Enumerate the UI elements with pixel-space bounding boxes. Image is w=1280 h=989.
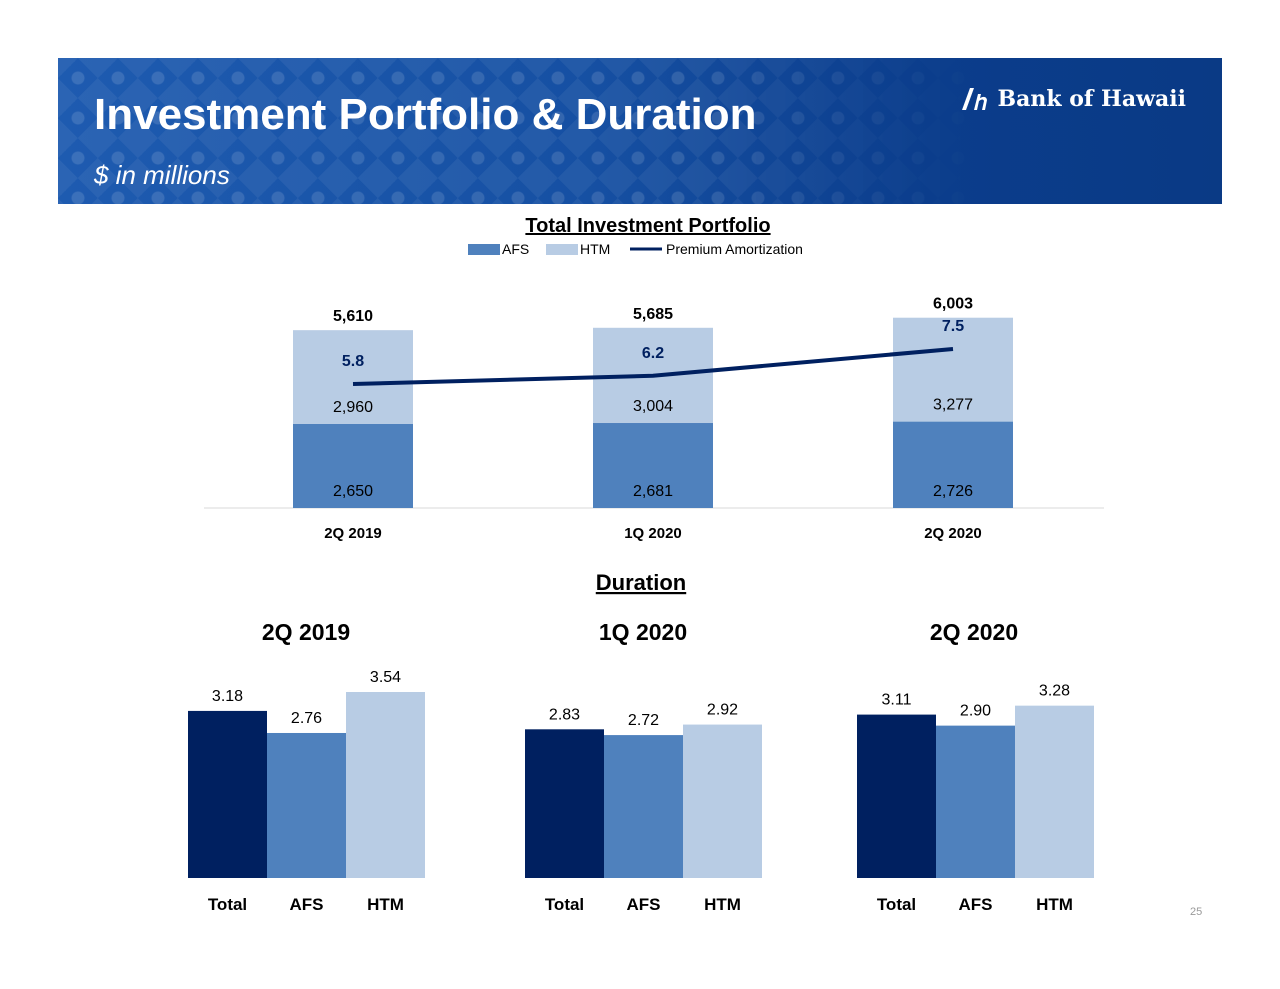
afs-duration-bar [267, 732, 346, 878]
duration-groups: 2Q 2019 3.18 Total 2.76 AFS 3.54 HTM 1Q 2020 2.8… [188, 619, 1094, 914]
portfolio-chart: Total Investment Portfolio AFS HTM Premi… [204, 215, 1104, 542]
duration-value-label: 3.54 [370, 669, 401, 686]
page-number: 25 [1190, 906, 1203, 918]
duration-value-label: 3.18 [212, 688, 243, 705]
duration-group: 2Q 2020 3.11 Total 2.90 AFS 3.28 HTM [857, 619, 1094, 914]
legend-afs-label: AFS [502, 241, 529, 257]
afs-duration-bar [936, 725, 1015, 878]
legend-premium-label: Premium Amortization [666, 241, 803, 257]
page-subtitle: $ in millions [94, 160, 230, 190]
afs-duration-bar [604, 735, 683, 878]
duration-category-label: HTM [367, 895, 404, 914]
premium-amortization-line [352, 346, 954, 386]
premium-amortization-label: 7.5 [942, 318, 964, 335]
legend-afs-swatch [468, 244, 500, 255]
duration-category-label: AFS [959, 895, 993, 914]
duration-category-label: Total [208, 895, 247, 914]
duration-category-label: HTM [704, 895, 741, 914]
htm-duration-bar [346, 692, 425, 878]
duration-category-label: AFS [627, 895, 661, 914]
afs-value-label: 2,681 [633, 483, 673, 500]
premium-amortization-label: 5.8 [342, 353, 364, 370]
portfolio-bars: 2,650 2,960 5,610 2Q 2019 2,681 3,004 5,685 1Q … [293, 296, 1013, 542]
total-duration-bar [188, 710, 267, 878]
duration-value-label: 2.90 [960, 703, 991, 720]
category-label: 1Q 2020 [624, 525, 682, 542]
duration-value-label: 3.11 [882, 692, 912, 709]
afs-value-label: 2,650 [333, 483, 373, 500]
afs-value-label: 2,726 [933, 483, 973, 500]
total-value-label: 5,685 [633, 306, 673, 323]
legend-htm-label: HTM [580, 241, 610, 257]
total-duration-bar [857, 714, 936, 878]
duration-group-title: 2Q 2019 [262, 619, 350, 645]
duration-category-label: Total [545, 895, 584, 914]
page-title: Investment Portfolio & Duration [94, 90, 757, 139]
premium-amortization-label: 6.2 [642, 345, 664, 362]
duration-value-label: 2.92 [707, 702, 738, 719]
htm-value-label: 2,960 [333, 399, 373, 416]
duration-group-title: 1Q 2020 [599, 619, 687, 645]
category-label: 2Q 2019 [324, 525, 382, 542]
htm-value-label: 3,277 [933, 397, 973, 414]
header-banner: Investment Portfolio & Duration $ in mil… [58, 58, 1222, 204]
afs-bar [893, 421, 1013, 508]
duration-value-label: 2.76 [291, 710, 322, 727]
duration-value-label: 2.72 [628, 712, 659, 729]
bank-logo-icon [961, 88, 987, 110]
afs-bar [593, 423, 713, 508]
portfolio-chart-title: Total Investment Portfolio [525, 215, 770, 237]
duration-category-label: AFS [290, 895, 324, 914]
category-label: 2Q 2020 [924, 525, 982, 542]
portfolio-legend: AFS HTM Premium Amortization [468, 241, 803, 257]
header-pattern [58, 58, 1222, 204]
total-duration-bar [525, 729, 604, 878]
duration-category-label: HTM [1036, 895, 1073, 914]
bank-logo: Bank of Hawaii [960, 86, 1187, 112]
bank-logo-text: Bank of Hawaii [997, 86, 1187, 112]
duration-chart: Duration 2Q 20193.18Total2.76AFS3.54HTM1… [188, 570, 1094, 914]
htm-value-label: 3,004 [633, 398, 673, 415]
duration-value-label: 2.83 [549, 706, 580, 723]
htm-bar [293, 330, 413, 424]
duration-group: 1Q 2020 2.83 Total 2.72 AFS 2.92 HTM [525, 619, 762, 914]
duration-value-label: 3.28 [1039, 683, 1070, 700]
duration-category-label: Total [877, 895, 916, 914]
legend-htm-swatch [546, 244, 578, 255]
htm-bar [893, 317, 1013, 422]
htm-duration-bar [1015, 705, 1094, 878]
htm-duration-bar [683, 724, 762, 878]
total-value-label: 6,003 [933, 296, 973, 313]
duration-chart-title: Duration [596, 570, 686, 595]
duration-group-title: 2Q 2020 [930, 619, 1018, 645]
afs-bar [293, 423, 413, 508]
total-value-label: 5,610 [333, 308, 373, 325]
duration-group: 2Q 2019 3.18 Total 2.76 AFS 3.54 HTM [188, 619, 425, 914]
